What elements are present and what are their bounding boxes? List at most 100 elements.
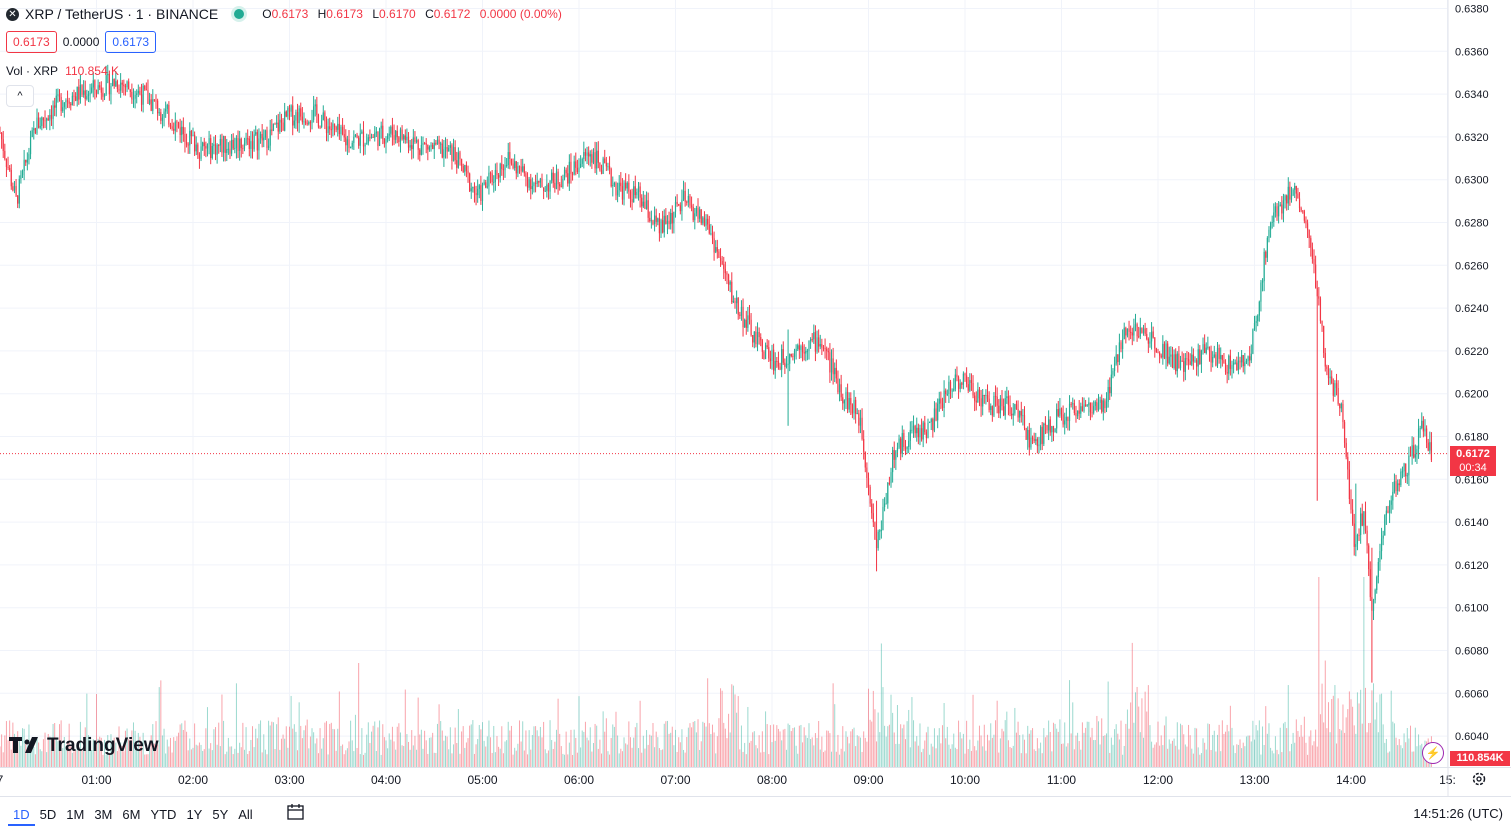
- volume-bar: [539, 726, 541, 767]
- volume-bar: [885, 736, 887, 767]
- volume-bar: [92, 739, 94, 767]
- candle-body: [953, 388, 955, 391]
- candle-body: [626, 182, 628, 189]
- range-1y[interactable]: 1Y: [186, 807, 203, 822]
- volume-bar: [510, 725, 512, 767]
- volume-bar: [1352, 706, 1354, 767]
- candle-body: [269, 129, 271, 146]
- candle-body: [1075, 413, 1077, 417]
- volume-bar: [338, 691, 340, 767]
- collapse-legend-button[interactable]: ^: [6, 85, 34, 107]
- range-3m[interactable]: 3M: [94, 807, 113, 822]
- bolt-icon[interactable]: ⚡: [1422, 742, 1444, 764]
- volume-bar: [453, 744, 455, 767]
- candle-body: [346, 139, 348, 146]
- candle-body: [1006, 396, 1008, 399]
- volume-bar: [789, 724, 791, 767]
- range-ytd[interactable]: YTD: [150, 807, 177, 822]
- candle-body: [330, 129, 332, 131]
- candle-body: [584, 152, 587, 156]
- volume-bar: [34, 754, 36, 767]
- sell-button[interactable]: 0.6173: [6, 31, 57, 53]
- volume-bar: [1059, 719, 1061, 767]
- volume-bar: [1083, 732, 1085, 767]
- volume-bar: [662, 749, 664, 767]
- volume-bar: [1141, 698, 1143, 767]
- volume-bar: [1040, 742, 1042, 767]
- tradingview-logo[interactable]: TradingView: [9, 735, 159, 757]
- volume-bar: [1204, 742, 1206, 767]
- candle-body: [888, 482, 891, 484]
- volume-bar: [660, 750, 662, 767]
- volume-bar: [285, 726, 287, 767]
- volume-bar: [298, 702, 300, 767]
- candle-body: [1311, 247, 1313, 260]
- volume-bar: [1252, 720, 1254, 767]
- candle-body: [1425, 428, 1428, 443]
- candle-body: [724, 269, 726, 274]
- candle-body: [158, 112, 160, 114]
- candle-body: [1204, 344, 1206, 354]
- volume-bar: [248, 750, 250, 767]
- candle-body: [202, 142, 204, 147]
- buy-button[interactable]: 0.6173: [105, 31, 157, 53]
- candle-body: [700, 209, 702, 224]
- volume-bar: [1257, 730, 1259, 767]
- candle-body: [1406, 475, 1408, 477]
- gear-icon[interactable]: [1471, 771, 1487, 787]
- candle-body: [1215, 354, 1217, 366]
- candle-body: [377, 131, 379, 146]
- range-1d[interactable]: 1D: [8, 805, 35, 826]
- volume-bar: [744, 742, 746, 767]
- volume-bar: [261, 752, 263, 767]
- candle-body: [179, 127, 181, 136]
- candle-body: [231, 139, 233, 154]
- candle-body: [15, 186, 17, 196]
- volume-bar: [465, 742, 467, 767]
- volume-bar: [769, 725, 771, 767]
- volume-legend[interactable]: Vol · XRP 110.854 K: [6, 64, 119, 78]
- volume-bar: [1226, 724, 1228, 767]
- volume-bar: [613, 726, 615, 767]
- volume-bar: [150, 735, 152, 767]
- volume-bar: [1097, 721, 1099, 767]
- candle-body: [864, 451, 866, 468]
- volume-bar: [169, 737, 171, 767]
- volume-bar: [925, 732, 927, 767]
- volume-bar: [1051, 751, 1053, 767]
- volume-bar: [523, 750, 525, 767]
- candle-body: [940, 398, 942, 404]
- candle-body: [147, 90, 149, 104]
- volume-bar: [330, 722, 332, 767]
- volume-bar: [1176, 722, 1178, 767]
- volume-bar: [859, 737, 861, 767]
- bottom-toolbar: 1D 5D 1M 3M 6M YTD 1Y 5Y All 14:51:26 (UTC): [0, 796, 1511, 828]
- utc-clock[interactable]: 14:51:26 (UTC): [1413, 806, 1503, 821]
- candle-body: [99, 85, 101, 88]
- candle-body: [160, 112, 162, 121]
- volume-bar: [575, 737, 577, 767]
- candle-body: [370, 136, 373, 139]
- candle-body: [1363, 511, 1365, 526]
- candle-body: [259, 133, 262, 139]
- volume-bar: [1300, 724, 1302, 767]
- range-1m[interactable]: 1M: [66, 807, 85, 822]
- volume-bar: [1077, 732, 1079, 767]
- volume-bar: [1056, 728, 1058, 767]
- calendar-icon[interactable]: [286, 803, 306, 821]
- range-5d[interactable]: 5D: [39, 807, 57, 822]
- symbol-title[interactable]: XRP / TetherUS · 1 · BINANCE: [25, 6, 219, 22]
- volume-bar: [305, 725, 307, 767]
- volume-bar: [70, 746, 72, 767]
- volume-bar: [1088, 721, 1090, 767]
- candle-body: [73, 95, 75, 97]
- range-6m[interactable]: 6M: [122, 807, 141, 822]
- range-5y[interactable]: 5Y: [212, 807, 229, 822]
- candle-body: [1223, 360, 1225, 363]
- market-open-icon[interactable]: [234, 9, 245, 19]
- volume-bar: [491, 752, 493, 767]
- volume-bar: [1334, 685, 1336, 767]
- volume-bar: [1011, 748, 1013, 767]
- range-all[interactable]: All: [238, 807, 253, 822]
